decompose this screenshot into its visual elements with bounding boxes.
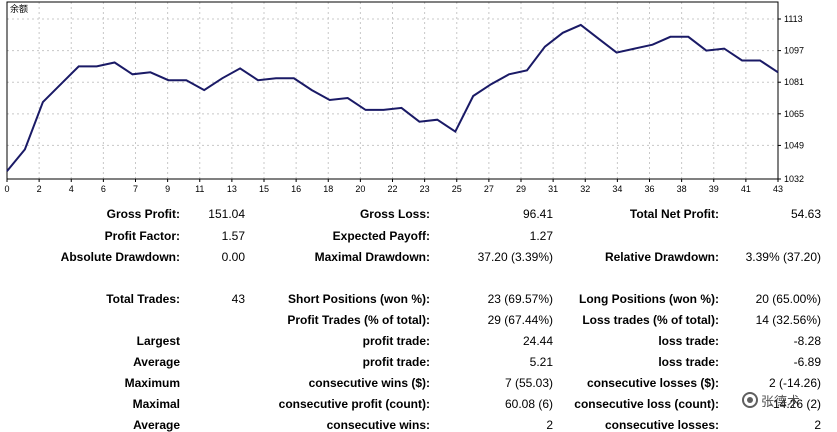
x-tick-label: 18	[323, 184, 333, 194]
report-label: Maximum	[124, 376, 180, 390]
x-tick-label: 20	[355, 184, 365, 194]
report-label: Gross Profit:	[106, 207, 180, 221]
y-tick-label: 1113	[784, 14, 803, 24]
report-value: 1.27	[529, 229, 553, 243]
watermark-text: 张德术	[761, 393, 801, 409]
x-tick-label: 15	[259, 184, 269, 194]
report-value: 0.00	[221, 250, 245, 264]
report-label: Long Positions (won %):	[579, 292, 719, 306]
report-label: Gross Loss:	[359, 207, 430, 221]
x-tick-label: 34	[612, 184, 622, 194]
report-value: -14.26 (2)	[768, 397, 821, 411]
report-label: loss trade:	[658, 355, 719, 369]
x-tick-label: 31	[548, 184, 558, 194]
x-tick-label: 36	[644, 184, 654, 194]
x-tick-label: 13	[227, 184, 237, 194]
report-label: Profit Trades (% of total):	[287, 313, 430, 327]
report-label: consecutive losses:	[604, 418, 719, 432]
report-value: 96.41	[522, 207, 553, 221]
balance-chart-svg: 0 2 4 6 7 9 11 13 15 16 18 20 22 23 25 27 29 31 32 34 36 38 39…	[4, 1, 804, 194]
balance-series-line	[6, 23, 779, 172]
report-label: consecutive profit (count):	[278, 397, 430, 411]
report-label: Expected Payoff:	[332, 229, 430, 243]
report-label: Average	[133, 418, 180, 432]
report-value: 29 (67.44%)	[487, 313, 553, 327]
watermark-logo-icon	[742, 392, 758, 408]
y-tick-label: 1049	[784, 140, 804, 150]
report-value: 1.57	[221, 229, 245, 243]
report-label: consecutive wins:	[326, 418, 430, 432]
balance-chart: 0 2 4 6 7 9 11 13 15 16 18 20 22 23 25 27 29 31 32 34 36 38 39…	[0, 0, 837, 200]
test-report: Gross Profit: 151.04 Gross Loss: 96.41 Total…	[0, 200, 837, 432]
report-label: Average	[133, 355, 180, 369]
report-value: 3.39% (37.20)	[745, 250, 821, 264]
x-tick-label: 38	[677, 184, 687, 194]
report-label: Total Trades:	[106, 292, 180, 306]
report-label: Absolute Drawdown:	[60, 250, 180, 264]
report-label: Relative Drawdown:	[604, 250, 719, 264]
report-value: -6.89	[793, 355, 821, 369]
chart-title: 余额	[10, 3, 28, 14]
report-value: 60.08 (6)	[504, 397, 553, 411]
report-value: 2	[546, 418, 553, 432]
report-label: profit trade:	[362, 355, 430, 369]
x-tick-label: 4	[69, 184, 74, 194]
report-label: Loss trades (% of total):	[582, 313, 719, 327]
watermark: 张德术	[742, 388, 832, 412]
x-tick-label: 29	[516, 184, 526, 194]
y-tick-label: 1097	[784, 46, 804, 56]
report-value: 23 (69.57%)	[487, 292, 553, 306]
report-label: Largest	[136, 334, 180, 348]
report-value: 43	[231, 292, 245, 306]
report-value: 37.20 (3.39%)	[477, 250, 553, 264]
report-label: profit trade:	[362, 334, 430, 348]
report-value: 5.21	[529, 355, 553, 369]
report-value: 2	[814, 418, 821, 432]
x-tick-label: 32	[580, 184, 590, 194]
report-label: loss trade:	[658, 334, 719, 348]
x-tick-label: 6	[101, 184, 106, 194]
x-tick-label: 2	[37, 184, 42, 194]
x-tick-label: 27	[484, 184, 494, 194]
report-value: 54.63	[790, 207, 821, 221]
x-tick-label: 22	[387, 184, 397, 194]
x-tick-label: 0	[4, 184, 9, 194]
report-label: Maximal Drawdown:	[314, 250, 430, 264]
x-tick-label: 7	[133, 184, 138, 194]
report-value: 14 (32.56%)	[755, 313, 821, 327]
report-label: Short Positions (won %):	[288, 292, 430, 306]
x-tick-label: 25	[452, 184, 462, 194]
report-value: 2 (-14.26)	[768, 376, 821, 390]
x-tick-label: 41	[741, 184, 751, 194]
report-value: -8.28	[793, 334, 821, 348]
x-tick-label: 23	[420, 184, 430, 194]
report-value: 7 (55.03)	[504, 376, 553, 390]
x-tick-label: 39	[709, 184, 719, 194]
report-label: consecutive losses ($):	[586, 376, 719, 390]
report-label: Total Net Profit:	[629, 207, 719, 221]
report-value: 151.04	[208, 207, 245, 221]
y-tick-label: 1065	[784, 109, 804, 119]
report-label: Profit Factor:	[104, 229, 180, 243]
x-tick-label: 9	[165, 184, 170, 194]
x-tick-label: 11	[195, 184, 204, 194]
report-label: consecutive loss (count):	[574, 397, 719, 411]
y-tick-label: 1081	[784, 77, 804, 87]
report-value: 24.44	[522, 334, 553, 348]
x-tick-label: 16	[291, 184, 301, 194]
report-value: 20 (65.00%)	[755, 292, 821, 306]
y-tick-label: 1032	[784, 174, 804, 184]
report-label: Maximal	[132, 397, 180, 411]
report-label: consecutive wins ($):	[308, 376, 430, 390]
x-tick-label: 43	[773, 184, 783, 194]
